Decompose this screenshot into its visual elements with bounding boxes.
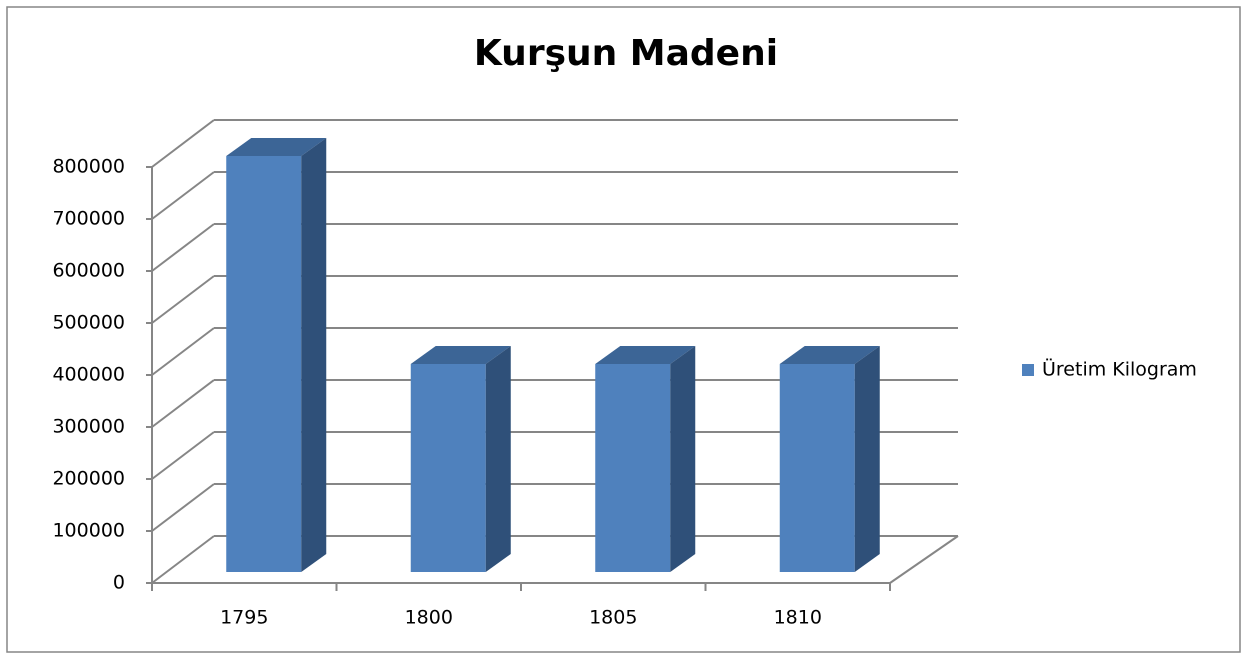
bar-side	[670, 346, 696, 572]
y-tick-label: 600000	[52, 260, 125, 282]
side-wall-line	[151, 379, 215, 428]
legend-label: Üretim Kilogram	[1042, 358, 1197, 381]
side-wall-line	[151, 431, 215, 480]
y-tick-label: 700000	[52, 208, 125, 230]
x-tick-label: 1805	[589, 607, 637, 629]
bar	[595, 364, 671, 572]
chart-title: Kurşun Madeni	[474, 33, 778, 74]
bar-top	[595, 346, 696, 364]
side-wall-line	[151, 275, 215, 324]
y-tick-label: 300000	[52, 416, 125, 438]
side-wall-line	[151, 171, 215, 220]
bar-top	[779, 346, 880, 364]
y-tick-label: 200000	[52, 468, 125, 490]
bar	[226, 156, 302, 572]
side-wall-line	[151, 327, 215, 376]
side-wall-line	[151, 223, 215, 272]
y-tick-label: 800000	[52, 156, 125, 178]
side-wall-line	[151, 535, 215, 584]
y-tick-label: 500000	[52, 312, 125, 334]
y-tick-label: 100000	[52, 520, 125, 542]
bar-side	[854, 346, 880, 572]
floor-edge	[889, 535, 959, 584]
x-tick-label: 1795	[220, 607, 268, 629]
y-tick-label: 0	[113, 572, 125, 594]
side-wall-line	[151, 483, 215, 532]
bar	[410, 364, 486, 572]
legend-swatch	[1022, 364, 1034, 376]
bar-side	[485, 346, 511, 572]
bar-top	[410, 346, 511, 364]
bar-top	[226, 138, 327, 156]
y-tick-label: 400000	[52, 364, 125, 386]
side-wall-line	[151, 119, 215, 168]
bar	[779, 364, 855, 572]
x-tick-label: 1810	[774, 607, 822, 629]
x-tick-label: 1800	[405, 607, 453, 629]
bar-side	[301, 138, 327, 572]
